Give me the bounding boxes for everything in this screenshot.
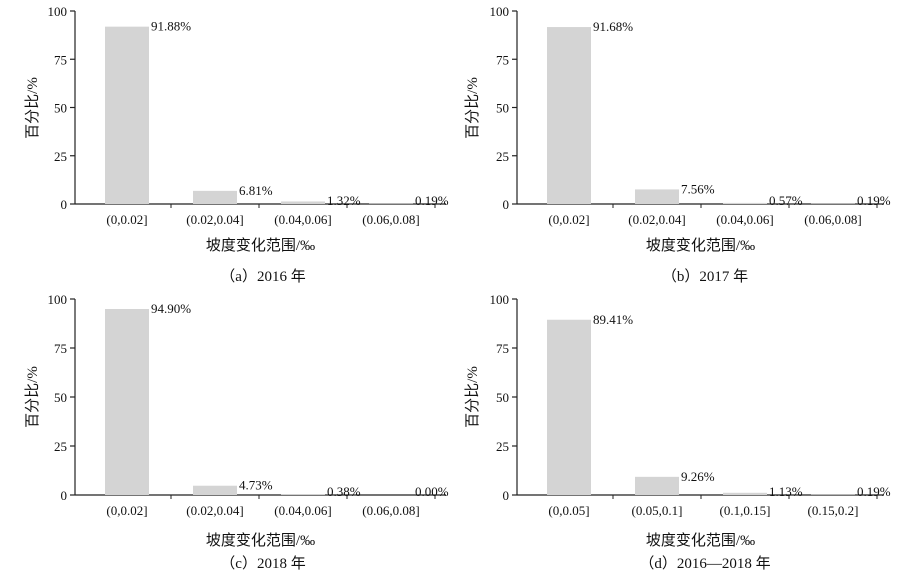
x-tick-label: (0.1,0.15] xyxy=(720,503,771,518)
x-axis-title: 坡度变化范围/‰ xyxy=(646,237,755,254)
y-axis-title: 百分比/% xyxy=(24,366,41,428)
panel-caption: （c）2018 年 xyxy=(220,555,305,572)
data-label: 0.57% xyxy=(769,193,803,208)
y-tick-label: 25 xyxy=(54,439,67,454)
y-tick-label: 75 xyxy=(54,341,67,356)
x-tick-label: (0.06,0.08] xyxy=(804,212,861,227)
y-axis-title: 百分比/% xyxy=(464,77,481,139)
bar xyxy=(723,202,767,204)
data-label: 89.41% xyxy=(593,312,633,327)
x-axis-title: 坡度变化范围/‰ xyxy=(206,237,315,254)
y-tick-label: 50 xyxy=(54,390,67,405)
data-label: 0.38% xyxy=(327,484,361,499)
data-label: 91.68% xyxy=(593,19,633,34)
panel-b: 0 25 50 75 100 (0,0.02] 91.68% (0.02,0.04] 7.56%… xyxy=(464,4,891,285)
y-tick-label: 100 xyxy=(490,292,510,307)
y-tick-label: 0 xyxy=(61,197,68,212)
y-tick-label: 50 xyxy=(496,101,509,116)
x-axis-title: 坡度变化范围/‰ xyxy=(646,532,755,549)
bar xyxy=(105,308,149,495)
y-tick-label: 50 xyxy=(496,390,509,405)
data-label: 6.81% xyxy=(239,183,273,198)
bar xyxy=(547,319,591,495)
data-label: 0.19% xyxy=(857,484,891,499)
data-label: 0.00% xyxy=(415,484,449,499)
x-tick-label: (0.04,0.06] xyxy=(274,212,331,227)
y-tick-label: 50 xyxy=(54,101,67,116)
y-tick-label: 100 xyxy=(48,292,68,307)
data-label: 4.73% xyxy=(239,478,273,493)
x-tick-label: (0.06,0.08] xyxy=(362,212,419,227)
y-tick-label: 75 xyxy=(496,52,509,67)
y-tick-label: 75 xyxy=(496,341,509,356)
bar xyxy=(105,26,149,204)
x-tick-label: (0.04,0.06] xyxy=(274,503,331,518)
y-tick-label: 0 xyxy=(61,488,68,503)
data-label: 9.26% xyxy=(681,469,715,484)
x-tick-label: (0,0.02] xyxy=(548,212,589,227)
panel-caption: （d）2016—2018 年 xyxy=(639,555,770,572)
bar xyxy=(635,189,679,204)
data-label: 94.90% xyxy=(151,301,191,316)
panel-caption: （a）2016 年 xyxy=(220,268,305,285)
x-tick-label: (0.04,0.06] xyxy=(716,212,773,227)
data-label: 0.19% xyxy=(857,193,891,208)
y-tick-label: 25 xyxy=(496,149,509,164)
x-tick-label: (0,0.02] xyxy=(106,212,147,227)
y-tick-label: 25 xyxy=(54,149,67,164)
data-label: 7.56% xyxy=(681,181,715,196)
bar xyxy=(193,190,237,204)
panel-c: 0 25 50 75 100 (0,0.02] 94.90% (0.02,0.04] 4.73%… xyxy=(24,292,449,572)
panel-d: 0 25 50 75 100 (0,0.05] 89.41% (0.05,0.1] 9.26% (… xyxy=(464,292,891,572)
bar xyxy=(281,201,325,204)
y-tick-label: 100 xyxy=(490,4,510,19)
y-tick-label: 75 xyxy=(54,52,67,67)
x-tick-label: (0.06,0.08] xyxy=(362,503,419,518)
x-tick-label: (0.05,0.1] xyxy=(632,503,683,518)
bar xyxy=(635,476,679,495)
bar xyxy=(723,492,767,495)
y-tick-label: 0 xyxy=(503,197,510,212)
x-tick-label: (0.15,0.2] xyxy=(808,503,859,518)
y-tick-label: 25 xyxy=(496,439,509,454)
y-tick-label: 0 xyxy=(503,488,510,503)
bar xyxy=(547,27,591,204)
data-label: 0.19% xyxy=(415,193,449,208)
x-tick-label: (0.02,0.04] xyxy=(186,503,243,518)
data-label: 91.88% xyxy=(151,19,191,34)
x-tick-label: (0,0.05] xyxy=(548,503,589,518)
x-tick-label: (0.02,0.04] xyxy=(628,212,685,227)
x-tick-label: (0.02,0.04] xyxy=(186,212,243,227)
y-tick-label: 100 xyxy=(48,4,68,19)
panel-a: 0 25 50 75 100 (0,0.02] 91.88% (0.02,0.04] 6.81%… xyxy=(24,4,449,285)
panel-caption: （b）2017 年 xyxy=(662,268,748,285)
y-axis-title: 百分比/% xyxy=(24,77,41,139)
x-axis-title: 坡度变化范围/‰ xyxy=(206,532,315,549)
x-tick-label: (0,0.02] xyxy=(106,503,147,518)
data-label: 1.32% xyxy=(327,193,361,208)
data-label: 1.13% xyxy=(769,484,803,499)
bar xyxy=(193,485,237,495)
y-axis-title: 百分比/% xyxy=(464,366,481,428)
bar xyxy=(281,494,325,495)
